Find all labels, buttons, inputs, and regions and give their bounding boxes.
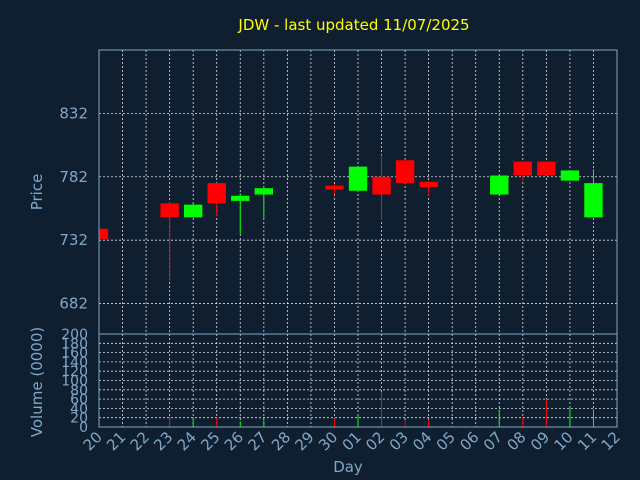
price-grid (99, 50, 617, 334)
price-tick-label: 732 (59, 231, 88, 249)
volume-plot-frame (98, 333, 618, 428)
candle-body (537, 161, 556, 176)
candle-body (254, 188, 274, 195)
x-tick-label: 03 (386, 428, 412, 454)
volume-tick-label: 60 (70, 392, 88, 408)
x-tick-label: 23 (150, 428, 176, 454)
x-tick-label: 02 (362, 428, 388, 454)
candle-body (513, 161, 533, 176)
volume-axis-label: Volume (0000) (28, 327, 46, 437)
chart-title: JDW - last updated 11/07/2025 (237, 16, 469, 34)
candle-body (99, 228, 109, 239)
x-tick-label: 29 (292, 428, 318, 454)
x-tick-label: 30 (315, 428, 341, 454)
candle-body (183, 204, 203, 218)
x-tick-label: 28 (268, 428, 294, 454)
x-tick-label: 07 (480, 428, 506, 454)
x-axis-label: Day (333, 458, 363, 476)
x-tick-label: 22 (127, 428, 153, 454)
volume-tick-label: 200 (61, 327, 88, 343)
price-tick-label: 682 (59, 295, 88, 313)
volume-tick-label: 180 (61, 336, 88, 352)
x-tick-label: 21 (103, 428, 129, 454)
volume-tick-label: 140 (61, 355, 88, 371)
volume-tick-label: 80 (70, 383, 88, 399)
x-tick-label: 01 (339, 428, 365, 454)
volume-grid (99, 334, 617, 427)
x-tick-label: 24 (174, 428, 200, 454)
volume-bars (169, 391, 594, 427)
price-tick-label: 782 (59, 168, 88, 186)
candle-body (419, 181, 438, 187)
volume-tick-label: 160 (61, 346, 88, 362)
candle-body (372, 176, 391, 195)
x-tick-label: 12 (598, 428, 624, 454)
candle-body (325, 185, 344, 190)
candle-body (584, 183, 603, 218)
x-tick-label: 06 (456, 428, 482, 454)
x-tick-label: 05 (433, 428, 459, 454)
x-ticks: 2021222324252627282930010203040506070809… (80, 428, 624, 454)
candle-body (348, 166, 368, 191)
price-axis-label: Price (28, 174, 46, 211)
volume-tick-label: 100 (61, 374, 88, 390)
volume-tick-label: 40 (70, 401, 88, 417)
candle-body (490, 175, 509, 195)
x-tick-label: 10 (551, 428, 577, 454)
x-tick-label: 27 (244, 428, 270, 454)
candle-body (560, 170, 580, 181)
x-tick-label: 04 (409, 428, 435, 454)
x-tick-label: 09 (527, 428, 553, 454)
x-tick-label: 11 (574, 428, 600, 454)
price-y-ticks: 682 732 782 832 (59, 104, 88, 312)
x-tick-label: 26 (221, 428, 247, 454)
candle-body (231, 195, 250, 201)
volume-tick-label: 20 (70, 411, 88, 427)
candles (98, 155, 603, 281)
candle-body (207, 183, 226, 204)
volume-tick-label: 120 (61, 364, 88, 380)
volume-tick-label: 0 (79, 420, 88, 436)
price-tick-label: 832 (59, 104, 88, 122)
x-tick-label: 25 (197, 428, 223, 454)
candle-body (160, 203, 179, 218)
candle-body (395, 160, 415, 184)
x-tick-label: 08 (503, 428, 529, 454)
